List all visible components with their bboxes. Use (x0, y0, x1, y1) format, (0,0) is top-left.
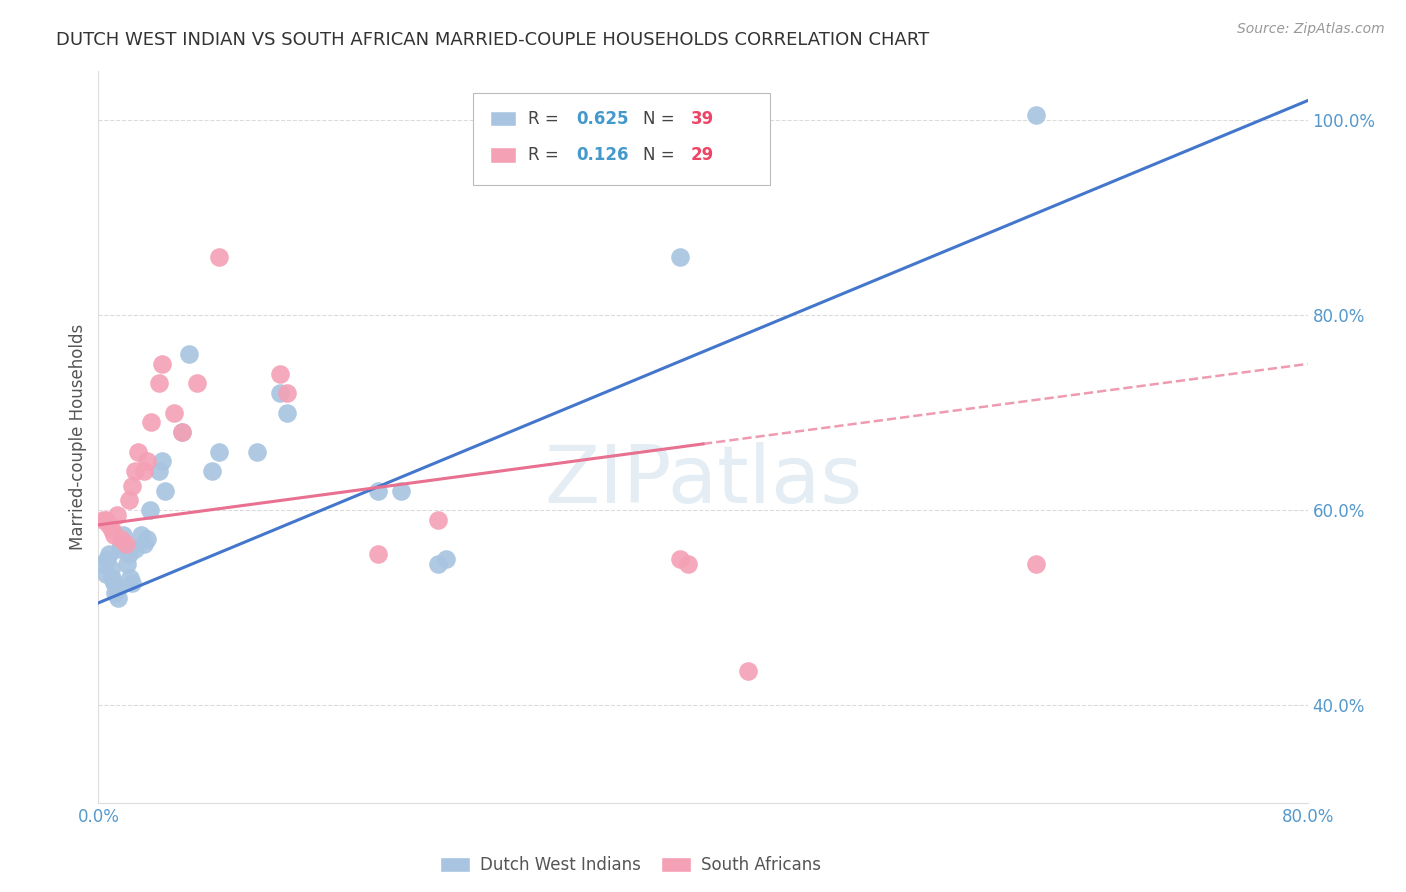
Point (108, 542, 131, 557)
Point (121, 479, 143, 493)
Point (98, 547, 121, 561)
Point (269, 367, 291, 381)
Point (208, 250, 231, 264)
Point (367, 547, 389, 561)
Point (114, 542, 136, 557)
Point (1024, 108, 1046, 122)
Point (427, 557, 450, 571)
Text: 29: 29 (690, 146, 714, 164)
Point (148, 464, 170, 478)
Point (132, 464, 155, 478)
Point (170, 425, 193, 440)
Point (121, 576, 143, 591)
Text: 39: 39 (690, 110, 714, 128)
Point (153, 483, 176, 498)
Point (132, 537, 155, 551)
Point (148, 376, 170, 391)
Point (129, 527, 152, 541)
Point (94, 513, 117, 527)
Point (150, 454, 173, 468)
Point (163, 406, 186, 420)
Point (118, 493, 141, 508)
Point (115, 557, 138, 571)
Point (124, 542, 146, 557)
Point (201, 464, 224, 478)
Text: 0.126: 0.126 (576, 146, 628, 164)
Legend: Dutch West Indians, South Africans: Dutch West Indians, South Africans (434, 851, 825, 880)
Point (150, 357, 173, 371)
Point (669, 552, 692, 566)
Text: ZIPatlas: ZIPatlas (544, 442, 862, 520)
Point (269, 386, 291, 401)
Point (737, 664, 759, 678)
Point (276, 406, 298, 420)
Text: N =: N = (643, 146, 673, 164)
Point (101, 523, 124, 537)
Point (91, 557, 114, 571)
Point (135, 454, 157, 468)
Point (434, 552, 457, 566)
Point (669, 250, 692, 264)
Point (104, 586, 127, 600)
Point (103, 576, 125, 591)
Point (94, 566, 117, 581)
FancyBboxPatch shape (492, 112, 516, 127)
Point (107, 591, 129, 605)
Text: N =: N = (643, 110, 673, 128)
Point (105, 581, 128, 595)
Point (120, 572, 142, 586)
Point (101, 572, 124, 586)
Text: R =: R = (527, 146, 558, 164)
Text: R =: R = (527, 110, 558, 128)
FancyBboxPatch shape (492, 148, 516, 163)
Point (100, 562, 122, 576)
Point (179, 347, 201, 361)
Point (110, 533, 132, 547)
Point (141, 416, 163, 430)
Point (170, 425, 193, 440)
Point (111, 527, 134, 541)
Point (114, 537, 136, 551)
Point (186, 376, 208, 391)
Point (118, 547, 141, 561)
Point (91, 513, 114, 527)
Point (96, 552, 118, 566)
Point (246, 444, 269, 458)
Point (110, 537, 132, 551)
FancyBboxPatch shape (474, 94, 769, 185)
Point (276, 386, 298, 401)
Point (676, 557, 699, 571)
Text: DUTCH WEST INDIAN VS SOUTH AFRICAN MARRIED-COUPLE HOUSEHOLDS CORRELATION CHART: DUTCH WEST INDIAN VS SOUTH AFRICAN MARRI… (56, 31, 929, 49)
Point (427, 513, 450, 527)
Point (124, 464, 146, 478)
Point (135, 533, 157, 547)
Text: Source: ZipAtlas.com: Source: ZipAtlas.com (1237, 22, 1385, 37)
Y-axis label: Married-couple Households: Married-couple Households (69, 324, 87, 550)
Text: 0.625: 0.625 (576, 110, 628, 128)
Point (208, 444, 231, 458)
Point (389, 483, 412, 498)
Point (367, 483, 389, 498)
Point (1024, 557, 1046, 571)
Point (105, 508, 128, 522)
Point (127, 444, 149, 458)
Point (103, 527, 125, 541)
Point (98, 517, 121, 532)
Point (139, 503, 162, 517)
